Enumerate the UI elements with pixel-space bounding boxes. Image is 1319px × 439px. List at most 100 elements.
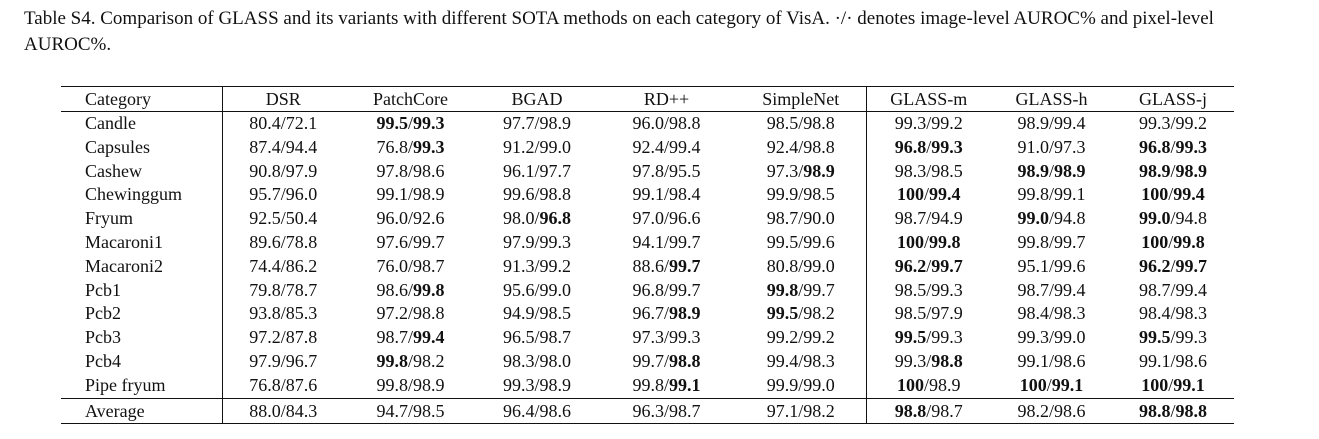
image-auroc-value: 91.0	[1017, 136, 1049, 157]
pixel-auroc-value: 98.6	[1175, 350, 1208, 371]
pixel-auroc-value: 78.7	[285, 279, 318, 300]
pixel-auroc-value: 98.2	[803, 400, 835, 421]
table-row: Cashew 90.8/97.9 97.8/98.6 96.1/97.7 97.8/95…	[61, 159, 1234, 184]
image-auroc-value: 100	[1019, 374, 1047, 395]
score-cell: 96.8/99.3	[1138, 136, 1208, 157]
score-cell: 97.1/98.2	[736, 397, 866, 424]
column-header: RD++	[597, 86, 736, 112]
pixel-auroc-value: 99.0	[803, 255, 835, 276]
image-auroc-value: 96.2	[1138, 255, 1171, 276]
image-auroc-value: 89.6	[249, 231, 281, 252]
pixel-auroc-value: 87.6	[285, 374, 318, 395]
image-auroc-value: 99.8	[1017, 231, 1049, 252]
image-auroc-value: 92.4	[632, 136, 664, 157]
score-cell: 99.5/98.2	[766, 303, 835, 324]
category-cell: Pcb2	[85, 303, 121, 324]
score-cell: 100/99.1	[1019, 374, 1084, 395]
score-cell: 99.8/99.1	[1017, 184, 1086, 205]
score-cell: 99.8/99.1	[632, 374, 701, 395]
pixel-auroc-value: 99.0	[1054, 327, 1086, 348]
score-cell: 96.2/99.7	[1138, 255, 1207, 276]
score-cell: 97.3/98.9	[766, 160, 835, 181]
column-header: GLASS-j	[1112, 86, 1234, 112]
pixel-auroc-value: 98.8	[803, 113, 835, 133]
score-cell: 100/99.4	[1141, 184, 1205, 205]
image-auroc-value: 99.1	[632, 184, 664, 205]
pixel-auroc-value: 98.5	[413, 400, 445, 421]
pixel-auroc-value: 98.7	[931, 400, 963, 421]
category-cell: Fryum	[85, 208, 134, 229]
pixel-auroc-value: 99.3	[1175, 327, 1208, 348]
pixel-auroc-value: 98.8	[1175, 400, 1208, 421]
score-cell: 99.8/99.7	[1017, 231, 1086, 252]
pixel-auroc-value: 96.7	[285, 350, 318, 371]
pixel-auroc-value: 98.8	[931, 350, 963, 371]
score-cell: 100/99.4	[865, 183, 991, 208]
score-cell: 98.2/98.6	[991, 397, 1112, 424]
image-auroc-value: 92.5	[249, 208, 281, 229]
image-auroc-value: 97.3	[766, 160, 799, 181]
score-cell: 98.9/98.9	[1138, 160, 1207, 181]
pixel-auroc-value: 98.7	[539, 327, 572, 348]
pixel-auroc-value: 99.3	[931, 136, 963, 157]
score-cell: 96.7/98.9	[632, 303, 701, 324]
pixel-auroc-value: 96.6	[669, 208, 701, 229]
category-cell: Macaroni2	[85, 255, 163, 276]
image-auroc-value: 97.8	[376, 160, 408, 181]
pixel-auroc-value: 98.5	[539, 303, 572, 324]
score-cell: 99.1/98.6	[1017, 350, 1086, 371]
score-cell: 98.7/90.0	[766, 208, 835, 229]
pixel-auroc-value: 99.0	[539, 136, 572, 157]
image-auroc-value: 96.5	[502, 327, 535, 348]
score-cell: 96.2/99.7	[865, 254, 991, 279]
image-auroc-value: 96.2	[894, 255, 927, 276]
image-auroc-value: 97.3	[632, 327, 664, 348]
pixel-auroc-value: 92.6	[413, 208, 445, 229]
score-cell: 99.0/94.8	[1017, 208, 1086, 229]
score-cell: 76.0/98.7	[376, 255, 445, 276]
pixel-auroc-value: 99.4	[929, 184, 961, 205]
pixel-auroc-value: 87.8	[285, 327, 318, 348]
pixel-auroc-value: 99.4	[413, 327, 445, 348]
pixel-auroc-value: 99.3	[1175, 136, 1208, 157]
pixel-auroc-value: 99.7	[669, 231, 701, 252]
pixel-auroc-value: 86.2	[285, 255, 318, 276]
score-cell: 89.6/78.8	[221, 230, 344, 255]
score-cell: 98.8/98.8	[1112, 397, 1234, 424]
score-cell: 92.5/50.4	[221, 207, 344, 231]
score-cell: 96.4/98.6	[477, 397, 597, 424]
pixel-auroc-value: 99.1	[1173, 374, 1205, 395]
table-row: Pipe fryum 76.8/87.6 99.8/98.9 99.3/98.9 99.…	[61, 373, 1234, 399]
score-cell: 100/98.9	[865, 373, 991, 399]
image-auroc-value: 98.7	[894, 208, 927, 229]
score-cell: 80.4/72.1	[221, 111, 344, 136]
pixel-auroc-value: 98.2	[803, 303, 835, 324]
pixel-auroc-value: 98.6	[1054, 350, 1086, 371]
pixel-auroc-value: 99.7	[931, 255, 963, 276]
pixel-auroc-value: 99.6	[1054, 255, 1086, 276]
score-cell: 98.6/99.8	[376, 279, 445, 300]
image-auroc-value: 99.3	[894, 113, 927, 133]
pixel-auroc-value: 99.3	[931, 279, 963, 300]
pixel-auroc-value: 98.7	[669, 400, 701, 421]
image-auroc-value: 96.7	[632, 303, 664, 324]
image-auroc-value: 98.3	[502, 350, 535, 371]
score-cell: 99.7/98.8	[632, 350, 701, 371]
score-cell: 95.7/96.0	[221, 183, 344, 208]
score-cell: 74.4/86.2	[221, 254, 344, 279]
pixel-auroc-value: 98.4	[669, 184, 701, 205]
score-cell: 99.3/99.0	[1017, 327, 1086, 348]
column-header: DSR	[221, 86, 344, 112]
pixel-auroc-value: 99.8	[413, 279, 445, 300]
pixel-auroc-value: 99.8	[1173, 231, 1205, 252]
image-auroc-value: 92.4	[766, 136, 799, 157]
table-row: Candle 80.4/72.1 99.5/99.3 97.7/98.9 96.0/98…	[61, 111, 1234, 136]
score-cell: 98.8/98.7	[865, 397, 991, 424]
score-cell: 99.4/98.3	[766, 350, 835, 371]
image-auroc-value: 87.4	[249, 136, 281, 157]
table-caption: Table S4. Comparison of GLASS and its va…	[24, 8, 1214, 55]
score-cell: 99.3/99.2	[865, 111, 991, 136]
image-auroc-value: 90.8	[249, 160, 281, 181]
image-auroc-value: 99.1	[376, 184, 408, 205]
pixel-auroc-value: 98.6	[413, 160, 445, 181]
